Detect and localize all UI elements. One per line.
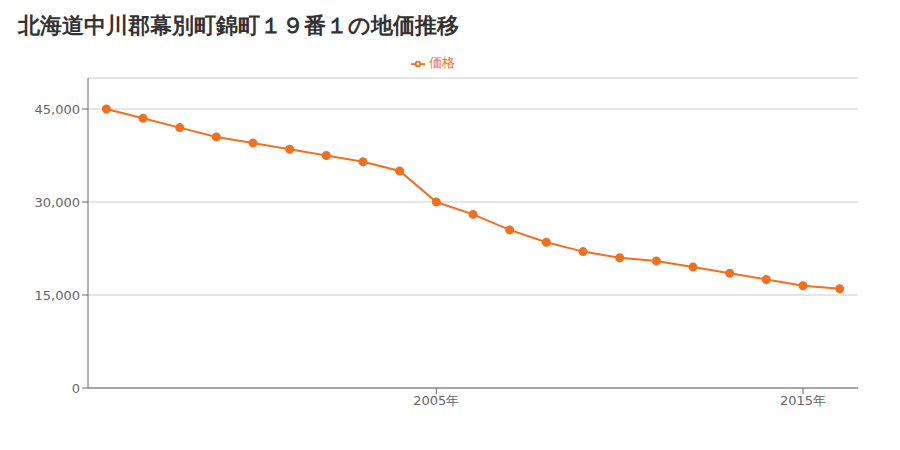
svg-text:2015年: 2015年	[780, 393, 826, 408]
svg-text:45,000: 45,000	[35, 102, 81, 117]
html-text:価格: 価格	[429, 55, 455, 70]
html-text:北海道中川郡幕別町錦町１９番１の地価推移: 北海道中川郡幕別町錦町１９番１の地価推移	[18, 13, 459, 38]
svg-text:2005年: 2005年	[413, 393, 459, 408]
svg-text:0: 0	[72, 381, 80, 396]
svg-text:15,000: 15,000	[35, 288, 81, 303]
svg-text:30,000: 30,000	[35, 195, 81, 210]
